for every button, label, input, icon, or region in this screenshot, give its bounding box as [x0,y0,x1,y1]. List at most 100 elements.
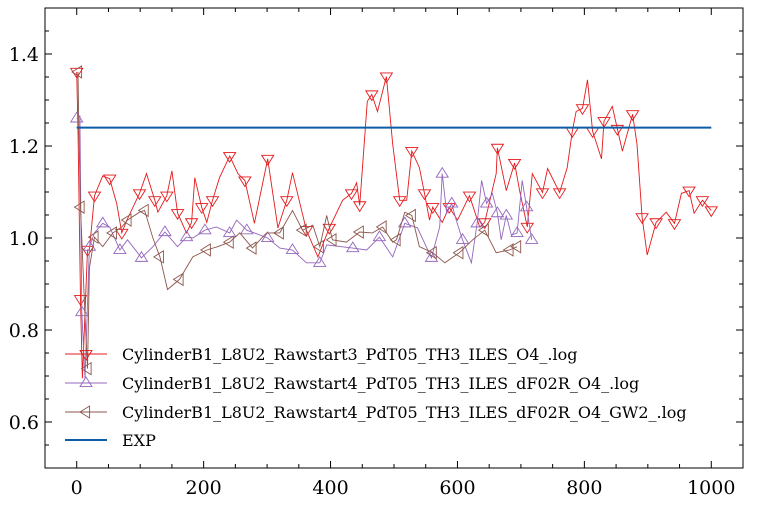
data-marker-triangle-down [535,188,550,200]
data-marker-triangle-left [452,245,464,260]
x-tick-label: 800 [566,477,602,499]
data-marker-triangle-up [179,230,194,242]
data-marker-triangle-up [499,208,514,220]
data-marker-triangle-down [425,203,440,215]
data-marker-triangle-up [198,223,212,235]
data-marker-triangle-down [205,196,220,208]
data-marker-triangle-up [444,196,459,208]
legend-item: CylinderB1_L8U2_Rawstart4_PdT05_TH3_ILES… [65,374,639,393]
data-marker-triangle-down [279,196,294,208]
data-marker-triangle-up [455,232,470,244]
data-marker-triangle-down [404,147,419,158]
y-tick-label: 1.0 [9,228,39,250]
data-marker-triangle-up [519,200,534,212]
data-marker-triangle-down [238,176,252,188]
data-marker-triangle-left [352,225,364,239]
data-marker-triangle-down [147,196,162,208]
data-marker-triangle-left [389,233,401,247]
data-marker-triangle-left [222,235,234,249]
data-marker-triangle-down [73,295,88,307]
legend-label: CylinderB1_L8U2_Rawstart4_PdT05_TH3_ILES… [122,403,687,422]
data-marker-triangle-left [245,241,257,255]
data-marker-triangle-down [379,72,394,84]
legend-label: EXP [122,431,156,450]
x-tick-label: 1000 [687,477,735,499]
legend: CylinderB1_L8U2_Rawstart3_PdT05_TH3_ILES… [65,345,687,450]
data-marker-triangle-up [435,166,450,178]
legend-label: CylinderB1_L8U2_Rawstart3_PdT05_TH3_ILES… [122,345,577,364]
data-marker-triangle-up [285,243,300,255]
data-marker-triangle-left [375,220,387,234]
y-tick-label: 0.6 [9,412,39,434]
x-tick-label: 400 [312,477,348,499]
data-marker-triangle-down [80,245,95,257]
data-marker-triangle-left [295,223,307,237]
data-marker-triangle-down [222,152,237,163]
data-marker-triangle-left [71,65,83,79]
x-tick-label: 600 [439,477,475,499]
data-marker-triangle-down [87,191,102,203]
data-marker-triangle-left [80,361,92,376]
data-marker-triangle-down [392,196,407,208]
data-marker-triangle-down [184,218,199,230]
y-tick-label: 1.4 [9,44,39,66]
data-marker-triangle-down [260,154,275,166]
data-marker-triangle-left [510,239,522,254]
data-marker-triangle-down [682,186,696,198]
data-marker-triangle-down [352,201,367,213]
data-marker-triangle-down [194,203,209,215]
series-line [76,71,712,379]
data-marker-triangle-up [524,232,539,244]
data-marker-triangle-left [272,226,284,240]
data-marker-triangle-left [172,272,184,287]
data-marker-triangle-up [82,239,97,251]
data-marker-triangle-down [462,191,477,203]
data-marker-triangle-down [635,213,649,225]
data-marker-triangle-up [490,206,505,218]
data-marker-triangle-left [477,223,489,237]
series-line [77,71,518,369]
data-marker-triangle-up [113,243,127,255]
data-marker-triangle-down [552,188,567,200]
data-marker-triangle-down [344,189,359,201]
series-1 [69,67,719,379]
data-marker-triangle-up [312,255,327,267]
data-marker-triangle-up [470,216,484,228]
data-marker-triangle-down [102,174,117,186]
series-3 [71,65,522,376]
data-marker-triangle-left [87,230,99,244]
data-marker-triangle-up [479,196,494,208]
data-marker-triangle-up [79,376,93,388]
data-marker-triangle-down [114,228,129,240]
data-marker-triangle-up [260,231,275,243]
data-marker-triangle-left [73,200,85,214]
data-marker-triangle-left [153,250,164,264]
data-marker-triangle-up [345,241,360,253]
data-marker-triangle-down [79,349,93,361]
data-marker-triangle-down [417,189,432,201]
data-marker-triangle-down [625,110,640,122]
data-marker-triangle-down [575,104,590,116]
series-2 [69,111,539,379]
data-marker-triangle-down [160,191,174,203]
data-marker-triangle-up [222,226,237,237]
legend-item: EXP [65,431,156,450]
data-marker-triangle-down [170,209,185,221]
series-line [76,115,533,379]
data-marker-triangle-left [425,245,437,260]
data-marker-triangle-left [325,233,337,247]
data-marker-triangle-down [667,219,682,231]
data-marker-triangle-left [106,226,117,240]
legend-item: CylinderB1_L8U2_Rawstart4_PdT05_TH3_ILES… [65,403,687,422]
data-marker-triangle-down [132,189,147,201]
data-marker-triangle-left [502,243,514,257]
data-marker-triangle-left [199,243,211,257]
legend-item: CylinderB1_L8U2_Rawstart3_PdT05_TH3_ILES… [65,345,577,364]
legend-label: CylinderB1_L8U2_Rawstart4_PdT05_TH3_ILES… [122,374,639,393]
data-marker-triangle-down [507,158,522,170]
data-marker-triangle-left [137,203,149,218]
data-marker-triangle-up [69,111,84,123]
x-tick-label: 0 [71,477,83,499]
data-marker-triangle-left [120,213,132,227]
